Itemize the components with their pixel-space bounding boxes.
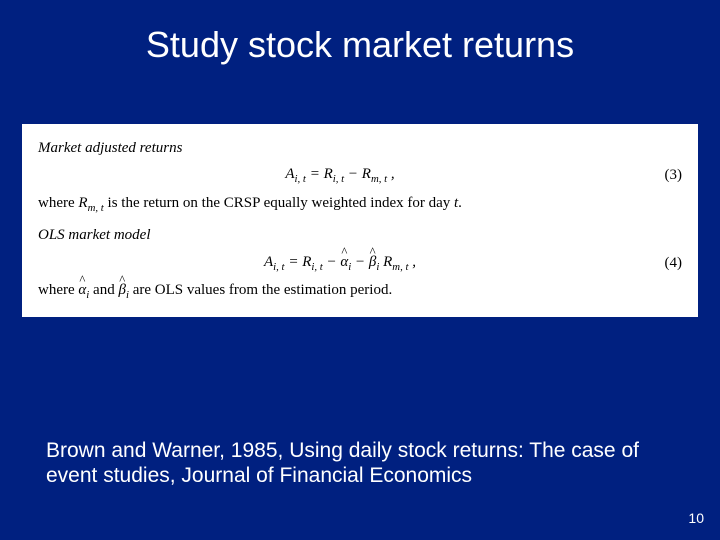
citation-text: Brown and Warner, 1985, Using daily stoc…: [46, 438, 674, 488]
content-box: Market adjusted returns Ai, t = Ri, t − …: [22, 124, 698, 317]
equation-row-3: Ai, t = Ri, t − Rm, t , (3): [38, 164, 682, 187]
model2-heading: OLS market model: [38, 225, 682, 245]
equation-4: Ai, t = Ri, t − αi − βi Rm, t ,: [38, 252, 642, 275]
page-number: 10: [688, 510, 704, 526]
equation-4-description: where αi and βi are OLS values from the …: [38, 280, 682, 303]
slide-title: Study stock market returns: [0, 0, 720, 74]
equation-4-number: (4): [642, 253, 682, 273]
equation-row-4: Ai, t = Ri, t − αi − βi Rm, t , (4): [38, 252, 682, 275]
model1-heading: Market adjusted returns: [38, 138, 682, 158]
equation-3: Ai, t = Ri, t − Rm, t ,: [38, 164, 642, 187]
equation-3-number: (3): [642, 165, 682, 185]
equation-3-description: where Rm, t is the return on the CRSP eq…: [38, 193, 682, 216]
